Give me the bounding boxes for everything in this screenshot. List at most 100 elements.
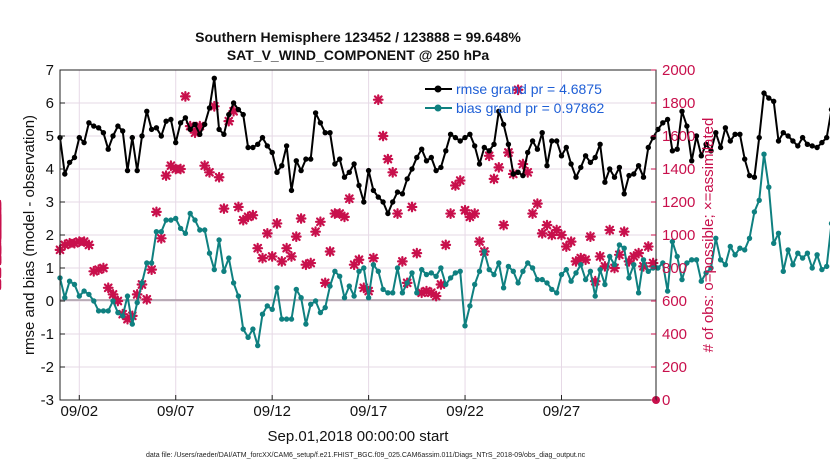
series-bias-point xyxy=(351,293,357,299)
series-rmse-point xyxy=(438,164,444,171)
series-bias-point xyxy=(500,285,507,291)
obs-assimilated-point xyxy=(488,173,500,185)
series-rmse-point xyxy=(616,164,623,171)
series-bias-point xyxy=(732,252,738,258)
series-bias-point xyxy=(423,271,430,278)
obs-assimilated-point xyxy=(454,175,466,186)
y-right-tick-label: 600 xyxy=(662,293,687,310)
series-rmse-point xyxy=(81,139,87,146)
obs-assimilated-point xyxy=(498,219,510,231)
series-rmse-point xyxy=(698,153,704,159)
series-bias-point xyxy=(578,262,584,268)
obs-assimilated-point xyxy=(406,201,418,213)
obs-assimilated-point xyxy=(556,229,567,241)
series-rmse-point xyxy=(689,158,695,164)
series-rmse-point xyxy=(824,134,830,141)
obs-assimilated-point xyxy=(141,293,153,305)
series-bias-point xyxy=(399,290,406,296)
series-rmse-point xyxy=(230,100,237,106)
series-rmse-point xyxy=(491,141,497,147)
series-rmse-point xyxy=(500,121,507,128)
series-bias-point xyxy=(645,268,651,274)
series-rmse-point xyxy=(370,187,377,194)
series-rmse-point xyxy=(404,176,410,182)
series-bias-point xyxy=(91,298,97,304)
obs-assimilated-point xyxy=(257,252,268,264)
series-bias-point xyxy=(312,298,319,304)
series-bias-point xyxy=(197,227,203,233)
series-rmse-point xyxy=(737,131,743,137)
series-bias-point xyxy=(472,281,478,288)
series-rmse-point xyxy=(351,161,357,167)
series-rmse-point xyxy=(317,120,324,126)
series-bias-point xyxy=(568,278,574,284)
series-rmse-point xyxy=(814,144,820,151)
series-rmse-point xyxy=(732,131,738,137)
series-rmse-point xyxy=(722,125,729,131)
obs-assimilated-point xyxy=(266,251,278,262)
series-bias-point xyxy=(558,271,565,278)
series-bias-point xyxy=(635,290,642,296)
y-left-tick-label: 5 xyxy=(46,128,54,145)
series-rmse-point xyxy=(679,108,685,115)
series-rmse-point xyxy=(655,126,661,133)
x-tick-label: 09/27 xyxy=(543,403,581,420)
obs-assimilated-point xyxy=(372,94,384,106)
y-right-tick-label: 200 xyxy=(662,359,687,376)
series-bias-point xyxy=(139,280,145,286)
series-bias-point xyxy=(221,268,227,274)
series-bias-point xyxy=(134,299,140,306)
series-bias-point xyxy=(809,265,815,271)
series-bias-point xyxy=(698,278,704,284)
series-rmse-point xyxy=(780,130,786,136)
series-bias-point xyxy=(385,290,391,296)
series-bias-point xyxy=(727,243,733,250)
series-bias-point xyxy=(554,290,560,296)
y-right-tick-label: 800 xyxy=(662,260,687,277)
series-bias-point xyxy=(660,260,666,266)
series-rmse-point xyxy=(756,134,762,141)
series-rmse-point xyxy=(283,143,290,149)
series-bias-point xyxy=(510,268,516,274)
x-axis: 09/02 09/07 09/12 09/17 09/22 09/27 xyxy=(61,395,581,420)
obs-assimilated-point xyxy=(295,213,307,224)
x-tick-label: 09/02 xyxy=(61,403,99,420)
obs-assimilated-point xyxy=(474,236,485,247)
obs-assimilated-point xyxy=(310,226,321,238)
obs-assimilated-point xyxy=(594,251,606,262)
series-rmse-point xyxy=(187,126,193,133)
series-rmse-point xyxy=(693,133,700,139)
series-bias-point xyxy=(303,321,309,327)
series-bias-point xyxy=(703,270,709,276)
series-bias-point xyxy=(621,245,627,251)
series-bias-point xyxy=(505,263,512,270)
obs-assimilated-point xyxy=(261,227,273,239)
obs-assimilated-point xyxy=(276,256,288,267)
series-rmse-point xyxy=(717,144,724,151)
obs-assimilated-point xyxy=(233,201,244,213)
series-bias-point xyxy=(602,281,608,288)
series-bias-point xyxy=(100,308,107,314)
footnote: data file: /Users/raeder/DAI/ATM_forcXX/… xyxy=(146,452,586,459)
series-rmse-point xyxy=(520,172,526,179)
series-bias-point xyxy=(597,266,603,273)
series-bias-point xyxy=(549,286,555,293)
obs-assimilated-point xyxy=(252,242,264,254)
series-rmse-point xyxy=(312,110,319,116)
series-bias-point xyxy=(356,268,362,274)
y-axis-right-label: # of obs: o=possible; ×=assimilated xyxy=(700,118,717,353)
obs-assimilated-point xyxy=(324,246,336,257)
series-bias-point xyxy=(664,288,671,294)
series-rmse-point xyxy=(578,164,584,171)
y-right-tick-label: 0 xyxy=(662,392,670,409)
y-left-tick-label: 2 xyxy=(46,227,54,244)
series-rmse-point xyxy=(611,174,618,180)
obs-assimilated-point xyxy=(343,193,355,205)
series-rmse-point xyxy=(139,133,145,139)
series-rmse-point xyxy=(660,120,666,126)
series-rmse-point xyxy=(158,133,164,139)
series-bias-point xyxy=(269,306,275,312)
series-rmse-point xyxy=(177,120,184,126)
series-bias-point xyxy=(438,265,444,271)
